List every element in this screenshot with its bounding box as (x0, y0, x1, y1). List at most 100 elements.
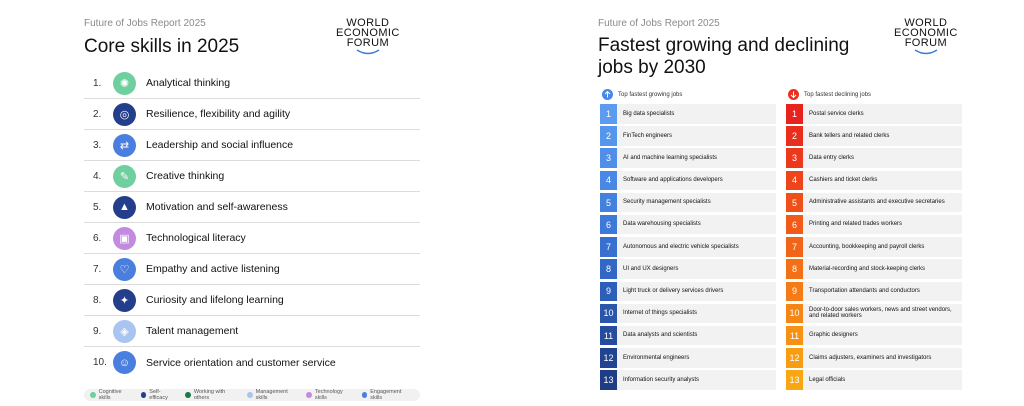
job-rank: 10 (786, 303, 803, 324)
job-rank: 11 (600, 325, 617, 346)
skill-row: 1. ✺ Analytical thinking (84, 68, 420, 99)
growing-job-row: 9 Light truck or delivery services driver… (600, 281, 776, 301)
computer-icon: ▣ (113, 226, 136, 250)
talent-icon: ◈ (113, 319, 136, 343)
growing-job-row: 1 Big data specialists (600, 104, 776, 124)
skill-label: Analytical thinking (146, 77, 231, 89)
job-rank: 8 (600, 259, 617, 279)
declining-job-row: 10 Door-to-door sales workers, news and s… (786, 303, 962, 324)
job-label: Bank tellers and related clerks (809, 132, 890, 139)
wef-logo: WORLD ECONOMIC FORUM (336, 18, 400, 55)
skill-row: 10. ☺ Service orientation and customer ser… (84, 347, 420, 378)
skill-label: Empathy and active listening (146, 263, 280, 275)
job-label: Autonomous and electric vehicle speciali… (623, 243, 739, 250)
service-icon: ☺ (113, 351, 136, 374)
job-label: Data analysts and scientists (623, 332, 698, 339)
jobs-panel: Future of Jobs Report 2025 Fastest growi… (598, 0, 966, 390)
skill-rank: 4. (93, 170, 102, 182)
job-label: Cashiers and ticket clerks (809, 177, 878, 184)
job-rank: 4 (786, 170, 803, 191)
job-rank: 12 (786, 348, 803, 368)
growing-header: Top fastest growing jobs (602, 89, 682, 100)
skill-label: Service orientation and customer service (146, 356, 336, 369)
legend-item: Management skills (247, 389, 298, 401)
growing-job-row: 3 AI and machine learning specialists (600, 148, 776, 168)
skill-row: 6. ▣ Technological literacy (84, 223, 420, 254)
legend-label: Working with others (193, 389, 226, 401)
skill-label: Leadership and social influence (146, 139, 294, 151)
legend-label: Engagement skills (370, 389, 402, 401)
growing-job-row: 12 Environmental engineers (600, 348, 776, 368)
skill-rank: 6. (93, 232, 102, 244)
wef-arc-icon (914, 49, 938, 55)
job-label: Accounting, bookkeeping and payroll cler… (809, 243, 925, 250)
job-label: AI and machine learning specialists (623, 154, 718, 161)
job-label: Postal service clerks (809, 110, 864, 117)
skill-row: 4. ✎ Creative thinking (84, 161, 420, 192)
job-label: Data entry clerks (809, 154, 855, 161)
handshake-icon: ⇄ (113, 133, 136, 157)
job-label: Software and applications developers (623, 177, 723, 184)
declining-job-row: 12 Claims adjusters, examiners and invest… (786, 348, 962, 368)
growing-job-row: 6 Data warehousing specialists (600, 214, 776, 235)
empathy-icon: ♡ (113, 257, 136, 281)
job-rank: 3 (786, 148, 803, 168)
resilience-icon: ◎ (113, 102, 136, 126)
skill-row: 2. ◎ Resilience, flexibility and agility (84, 99, 420, 130)
skill-row: 9. ◈ Talent management (84, 316, 420, 347)
job-rank: 9 (600, 281, 617, 301)
skill-row: 5. ▲ Motivation and self-awareness (84, 192, 420, 223)
legend-dot (306, 392, 312, 398)
job-rank: 11 (786, 325, 803, 346)
wef-logo: WORLD ECONOMIC FORUM (894, 18, 958, 55)
job-rank: 3 (600, 148, 617, 168)
job-label: Environmental engineers (623, 354, 690, 361)
declining-job-row: 6 Printing and related trades workers (786, 214, 962, 235)
declining-job-row: 11 Graphic designers (786, 325, 962, 346)
legend-item: Technology skills (306, 389, 353, 401)
skill-rank: 7. (93, 263, 102, 275)
job-rank: 8 (786, 259, 803, 279)
declining-job-row: 1 Postal service clerks (786, 104, 962, 124)
declining-job-row: 9 Transportation attendants and conductor… (786, 281, 962, 301)
skill-rank: 3. (93, 139, 102, 151)
skills-list: 1. ✺ Analytical thinking 2. ◎ Resilience, fle… (84, 68, 420, 378)
job-label: Internet of things specialists (623, 310, 698, 317)
growing-job-row: 7 Autonomous and electric vehicle special… (600, 237, 776, 257)
job-rank: 7 (600, 237, 617, 257)
job-rank: 12 (600, 348, 617, 368)
job-label: Legal officials (809, 376, 846, 383)
job-label: UI and UX designers (623, 265, 679, 272)
job-label: Administrative assistants and executive … (809, 199, 945, 206)
job-rank: 6 (600, 214, 617, 235)
skill-rank: 9. (93, 325, 102, 337)
skill-label: Talent management (146, 325, 239, 337)
arrow-up-icon (602, 89, 613, 100)
growing-jobs-list: 1 Big data specialists 2 FinTech engineers 3… (600, 104, 776, 392)
legend-label: Self-efficacy (149, 389, 168, 401)
job-label: Transportation attendants and conductors (809, 288, 920, 294)
growing-job-row: 8 UI and UX designers (600, 259, 776, 279)
job-rank: 1 (600, 104, 617, 124)
job-label: Information security analysts (623, 376, 700, 383)
skill-row: 3. ⇄ Leadership and social influence (84, 130, 420, 161)
skill-label: Creative thinking (146, 170, 225, 182)
skill-rank: 10. (93, 357, 107, 368)
job-rank: 5 (600, 192, 617, 213)
declining-job-row: 2 Bank tellers and related clerks (786, 126, 962, 146)
job-label: Graphic designers (809, 332, 858, 339)
curiosity-icon: ✦ (113, 288, 136, 312)
declining-job-row: 13 Legal officials (786, 370, 962, 390)
legend-dot (185, 392, 191, 398)
job-rank: 7 (786, 237, 803, 257)
skills-legend: Cognitive skills Self-efficacy Working wit… (84, 389, 420, 401)
job-rank: 5 (786, 192, 803, 213)
declining-job-row: 8 Material-recording and stock-keeping cl… (786, 259, 962, 279)
declining-jobs-list: 1 Postal service clerks 2 Bank tellers and … (786, 104, 962, 392)
job-label: Light truck or delivery services drivers (623, 288, 724, 294)
job-rank: 13 (786, 370, 803, 390)
skill-rank: 1. (93, 77, 102, 89)
legend-label: Cognitive skills (98, 389, 122, 401)
legend-dot (247, 392, 253, 398)
job-rank: 2 (600, 126, 617, 146)
